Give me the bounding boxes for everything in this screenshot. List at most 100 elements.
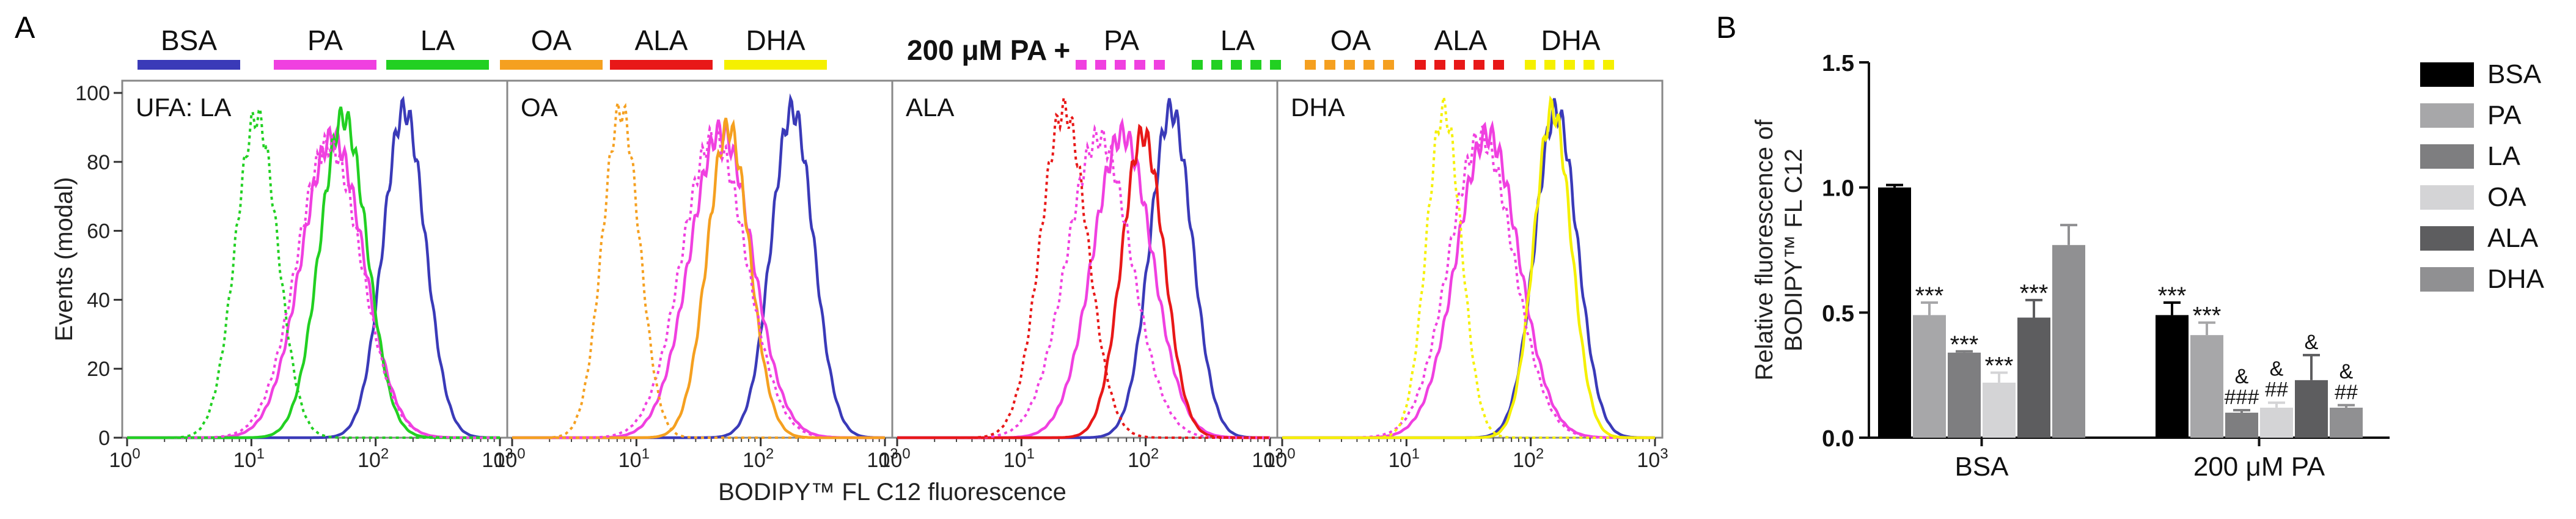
- histogram-curve-ufa-la-bsa: [127, 95, 500, 440]
- y-tick-label: 0: [98, 427, 110, 450]
- legend-label-ala: ALA: [635, 24, 688, 56]
- histogram-curve-dha-200-um-pa-pa: [1282, 125, 1655, 439]
- legend-label-la: LA: [420, 24, 455, 56]
- legend-dotted-label-dha: DHA: [1541, 24, 1600, 56]
- bar-pa-200-um-pa: [2190, 335, 2223, 438]
- panel-b-y-tick-label: 1.0: [1822, 176, 1854, 202]
- panel-a-y-axis-label: Events (modal): [51, 177, 78, 342]
- panel-b-y-tick-label: 0.0: [1822, 426, 1854, 452]
- y-tick-label: 20: [87, 358, 110, 381]
- x-tick-label: 103: [482, 446, 513, 472]
- y-tick-label: 40: [87, 289, 110, 312]
- histogram-curve-oa-200-um-pa-pa: [512, 124, 885, 439]
- histogram-curve-oa-bsa: [512, 93, 885, 440]
- panel-b-legend-swatch-pa: [2420, 103, 2474, 128]
- histogram-curve-ala-bsa: [897, 98, 1270, 440]
- significance-label-ala-200-um-pa: &: [2305, 331, 2319, 354]
- legend-swatch-ala: [610, 60, 713, 70]
- histogram-curve-dha-200-um-pa-dha: [1282, 97, 1655, 439]
- significance-label-pa-200-um-pa: ***: [2193, 303, 2222, 329]
- panel-b-legend-label-la: LA: [2487, 141, 2520, 171]
- bar-ala-bsa: [2017, 317, 2050, 438]
- x-tick-label: 102: [1128, 446, 1159, 472]
- x-tick-label: 102: [358, 446, 389, 472]
- significance-label-la-bsa: ***: [1950, 331, 1979, 358]
- significance-label-bsa-200-um-pa: ***: [2158, 282, 2187, 309]
- panel-b-legend-label-pa: PA: [2487, 100, 2522, 130]
- bar-la-200-um-pa: [2225, 413, 2258, 438]
- significance-label-oa-200-um-pa: ##: [2265, 378, 2288, 402]
- histogram-curve-oa-pa: [512, 117, 885, 440]
- panel-b-legend-swatch-ala: [2420, 226, 2474, 251]
- significance-label-oa-bsa: ***: [1985, 353, 2014, 380]
- legend-swatch-pa: [274, 60, 376, 70]
- x-tick-label: 101: [1004, 446, 1035, 472]
- significance-label-ala-bsa: ***: [2020, 280, 2049, 307]
- x-tick-label: 101: [233, 446, 265, 472]
- panel-a-legend: BSA PA LA OA ALA DHA 200 μM PA + PA LA OA ALA DHA: [138, 24, 1616, 70]
- legend-label-bsa: BSA: [161, 24, 217, 56]
- panel-a-axes: Events (modal) BODIPY™ FL C12 fluorescen…: [51, 177, 1066, 506]
- x-tick-label: 103: [1252, 446, 1283, 472]
- legend-swatch-bsa: [138, 60, 240, 70]
- x-tick-label: 101: [1389, 446, 1420, 472]
- x-tick-label: 103: [867, 446, 898, 472]
- panel-a-letter: A: [15, 10, 35, 45]
- panel-b-category-label-200-um-pa: 200 μM PA: [2193, 452, 2325, 482]
- x-tick-label: 102: [743, 446, 774, 472]
- histogram-panel-title-dha: DHA: [1291, 93, 1345, 122]
- bar-oa-bsa: [1983, 382, 2016, 438]
- significance-label-pa-bsa: ***: [1915, 282, 1944, 309]
- histogram-curve-dha-pa: [1282, 120, 1655, 440]
- bar-la-bsa: [1948, 352, 1981, 438]
- panel-b-y-tick-label: 1.5: [1822, 51, 1854, 76]
- panel-b-legend-label-ala: ALA: [2487, 223, 2539, 253]
- histogram-curve-ufa-la-200-um-pa-la: [127, 106, 500, 439]
- panel-b-y-tick-label: 0.5: [1822, 301, 1854, 326]
- bar-dha-bsa: [2052, 245, 2085, 438]
- panel-b-legend-swatch-la: [2420, 144, 2474, 169]
- legend-label-dha: DHA: [746, 24, 805, 56]
- x-tick-label: 101: [618, 446, 650, 472]
- panel-b-legend-label-dha: DHA: [2487, 264, 2545, 294]
- histogram-curve-ala-200-um-pa-ala: [897, 95, 1270, 439]
- legend-swatch-oa: [500, 60, 603, 70]
- panel-b-legend-swatch-oa: [2420, 185, 2474, 210]
- histogram-panel-title-ala: ALA: [906, 93, 954, 122]
- histogram-panel-title-ufa-la: UFA: LA: [136, 93, 231, 122]
- x-tick-label: 100: [1264, 446, 1295, 472]
- panel-b-category-label-bsa: BSA: [1954, 452, 2009, 482]
- panel-b-legend-swatch-bsa: [2420, 62, 2474, 87]
- legend-dotted-label-oa: OA: [1330, 24, 1371, 56]
- x-tick-label: 102: [1513, 446, 1544, 472]
- y-tick-label: 60: [87, 220, 110, 243]
- legend-dotted-prefix: 200 μM PA +: [907, 34, 1070, 66]
- panel-a-x-axis-label: BODIPY™ FL C12 fluorescence: [718, 479, 1066, 506]
- bar-bsa-bsa: [1878, 187, 1911, 438]
- histogram-curve-ala-200-um-pa-pa: [897, 124, 1270, 439]
- histogram-curve-dha-dha: [1282, 95, 1655, 440]
- histogram-curve-ufa-la-200-um-pa-pa: [127, 131, 500, 439]
- histogram-curve-oa-200-um-pa-oa: [512, 102, 885, 439]
- panel-b-y-axis-label-line1: Relative fluorescence of: [1751, 119, 1778, 381]
- legend-swatch-la: [386, 60, 489, 70]
- histogram-panel-title-oa: OA: [521, 93, 558, 122]
- legend-dotted-label-la: LA: [1220, 24, 1255, 56]
- significance-label-la-200-um-pa: &: [2235, 365, 2249, 388]
- panel-a-histograms: 0 20 40 60 80 100 UFA: LA 100 101 102 103 OA 100 101 1…: [75, 79, 1668, 472]
- y-tick-label: 100: [75, 82, 110, 105]
- bar-oa-200-um-pa: [2260, 407, 2293, 438]
- panel-b-bar-chart: Relative fluorescence of BODIPY™ FL C12 …: [1751, 51, 2545, 482]
- significance-label-la-200-um-pa: ###: [2225, 386, 2259, 409]
- significance-label-oa-200-um-pa: &: [2270, 358, 2284, 381]
- y-tick-label: 80: [87, 151, 110, 174]
- panel-b-legend-label-oa: OA: [2487, 182, 2526, 212]
- histogram-curve-ala-ala: [897, 123, 1270, 440]
- bar-ala-200-um-pa: [2295, 380, 2328, 438]
- x-tick-label: 100: [494, 446, 525, 472]
- panel-b-legend-swatch-dha: [2420, 267, 2474, 292]
- legend-dotted-label-pa: PA: [1104, 24, 1139, 56]
- legend-label-oa: OA: [531, 24, 572, 56]
- panel-b-y-axis-label-line2: BODIPY™ FL C12: [1780, 149, 1807, 352]
